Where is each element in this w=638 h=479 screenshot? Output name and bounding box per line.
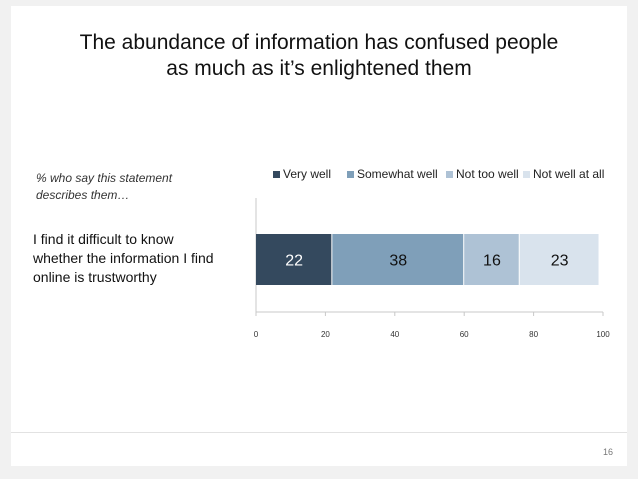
slide-title: The abundance of information has confuse… [11,30,627,82]
footer-divider [11,432,627,433]
legend-label-4: Not well at all [533,167,604,181]
legend-swatch-2 [347,171,354,178]
x-tick-label-0: 0 [254,330,259,339]
x-tick-label-20: 20 [321,330,330,339]
title-line-1: The abundance of information has confuse… [79,31,559,54]
category-label-line-2: whether the information I find [33,250,214,266]
slide: The abundance of information has confuse… [11,6,627,466]
x-tick-label-80: 80 [529,330,538,339]
bar-data-label-1: 22 [285,253,303,270]
bar-data-label-4: 23 [551,253,569,270]
legend-swatch-1 [273,171,280,178]
category-label-line-3: online is trustworthy [33,269,157,285]
title-line-2: as much as it’s enlightened them [166,57,472,80]
bar-segment-4 [519,234,599,285]
category-label-line-1: I find it difficult to know [33,231,174,247]
stacked-bar-chart: 0 20 40 60 80 100 22 38 16 23 Very well Somewhat we… [254,167,610,339]
chart-note: % who say this statement describes them… [36,170,226,204]
bar-segment-3 [464,234,519,285]
legend-label-1: Very well [283,167,331,181]
x-tick-label-60: 60 [460,330,469,339]
legend-swatch-4 [523,171,530,178]
bar-data-label-3: 16 [483,253,501,270]
category-label: I find it difficult to know whether the … [33,230,253,287]
bar-data-label-2: 38 [389,253,407,270]
note-line-1: % who say this statement [36,171,173,185]
legend-label-2: Somewhat well [357,167,438,181]
bar-segment-1 [256,234,332,285]
x-tick-label-100: 100 [596,330,610,339]
page-number: 16 [602,447,613,457]
bar-segment-2 [332,234,464,285]
note-line-2: describes them… [36,188,130,202]
legend-swatch-3 [446,171,453,178]
x-tick-label-40: 40 [390,330,399,339]
legend-label-3: Not too well [456,167,519,181]
